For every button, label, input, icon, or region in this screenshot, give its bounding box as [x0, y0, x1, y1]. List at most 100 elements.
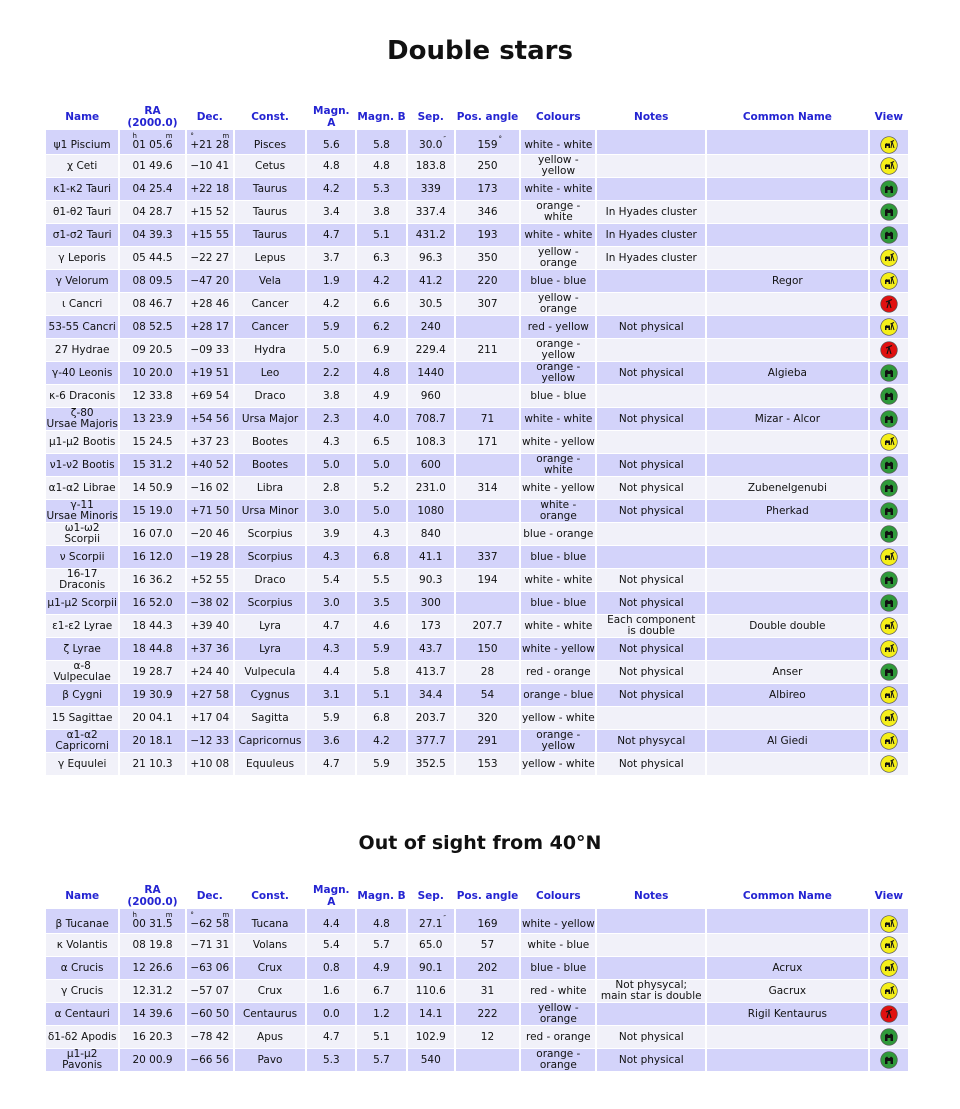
- cell-colours: white - blue: [521, 934, 596, 956]
- binoculars-icon[interactable]: [880, 571, 898, 589]
- binoculars-telescope-icon[interactable]: [880, 548, 898, 566]
- binoculars-icon[interactable]: [880, 525, 898, 543]
- table-row: μ1-μ2 Scorpii 16 52.0 −38 02 Scorpius 3.0 3.5…: [46, 592, 908, 614]
- cell-separation: 431.2: [407, 224, 454, 246]
- cell-view[interactable]: [869, 431, 908, 453]
- cell-constellation: Lepus: [234, 247, 306, 269]
- cell-view[interactable]: [869, 753, 908, 775]
- cell-separation: 14.1: [407, 1003, 454, 1025]
- cell-name: 16-17 Draconis: [46, 569, 119, 591]
- cell-view[interactable]: [869, 957, 908, 979]
- binoculars-icon[interactable]: [880, 180, 898, 198]
- binoculars-telescope-icon[interactable]: [880, 249, 898, 267]
- cell-view[interactable]: [869, 130, 908, 154]
- cell-notes: Not physical: [597, 661, 705, 683]
- cell-view[interactable]: [869, 293, 908, 315]
- cell-view[interactable]: [869, 270, 908, 292]
- cell-view[interactable]: [869, 477, 908, 499]
- cell-common-name: [706, 247, 868, 269]
- binoculars-icon[interactable]: [880, 663, 898, 681]
- cell-magnitude-a: 2.2: [307, 362, 356, 384]
- cell-view[interactable]: [869, 638, 908, 660]
- telescope-icon[interactable]: [880, 341, 898, 359]
- binoculars-telescope-icon[interactable]: [880, 709, 898, 727]
- binoculars-telescope-icon[interactable]: [880, 915, 898, 933]
- cell-view[interactable]: [869, 362, 908, 384]
- binoculars-telescope-icon[interactable]: [880, 640, 898, 658]
- cell-view[interactable]: [869, 178, 908, 200]
- cell-view[interactable]: [869, 408, 908, 430]
- cell-view[interactable]: [869, 201, 908, 223]
- cell-position-angle: 193: [455, 224, 520, 246]
- cell-view[interactable]: [869, 339, 908, 361]
- cell-notes: [597, 270, 705, 292]
- cell-view[interactable]: [869, 909, 908, 933]
- cell-dec: +40 52: [186, 454, 233, 476]
- cell-view[interactable]: [869, 500, 908, 522]
- cell-separation: 1440: [407, 362, 454, 384]
- cell-view[interactable]: [869, 546, 908, 568]
- column-header-name: Name: [65, 890, 100, 902]
- binoculars-icon[interactable]: [880, 387, 898, 405]
- binoculars-telescope-icon[interactable]: [880, 959, 898, 977]
- binoculars-icon[interactable]: [880, 502, 898, 520]
- cell-view[interactable]: [869, 155, 908, 177]
- cell-view[interactable]: [869, 569, 908, 591]
- telescope-icon[interactable]: [880, 295, 898, 313]
- cell-constellation: Cetus: [234, 155, 306, 177]
- cell-view[interactable]: [869, 592, 908, 614]
- binoculars-telescope-icon[interactable]: [880, 318, 898, 336]
- cell-separation: 41.1: [407, 546, 454, 568]
- column-header-notes: Notes: [634, 890, 669, 902]
- cell-view[interactable]: [869, 1003, 908, 1025]
- cell-view[interactable]: [869, 316, 908, 338]
- cell-view[interactable]: [869, 980, 908, 1002]
- binoculars-telescope-icon[interactable]: [880, 157, 898, 175]
- binoculars-icon[interactable]: [880, 1051, 898, 1069]
- cell-view[interactable]: [869, 684, 908, 706]
- binoculars-telescope-icon[interactable]: [880, 617, 898, 635]
- cell-view[interactable]: [869, 523, 908, 545]
- telescope-icon[interactable]: [880, 1005, 898, 1023]
- binoculars-telescope-icon[interactable]: [880, 732, 898, 750]
- cell-colours: orange - orange: [521, 1049, 596, 1071]
- binoculars-icon[interactable]: [880, 1028, 898, 1046]
- binoculars-icon[interactable]: [880, 456, 898, 474]
- cell-position-angle: 346: [455, 201, 520, 223]
- binoculars-telescope-icon[interactable]: [880, 433, 898, 451]
- cell-dec: −22 27: [186, 247, 233, 269]
- cell-constellation: Draco: [234, 385, 306, 407]
- binoculars-telescope-icon[interactable]: [880, 272, 898, 290]
- cell-magnitude-a: 4.8: [307, 155, 356, 177]
- binoculars-icon[interactable]: [880, 594, 898, 612]
- binoculars-icon[interactable]: [880, 226, 898, 244]
- binoculars-telescope-icon[interactable]: [880, 982, 898, 1000]
- unit-mark: m: [222, 910, 230, 919]
- binoculars-telescope-icon[interactable]: [880, 686, 898, 704]
- binoculars-icon[interactable]: [880, 410, 898, 428]
- binoculars-telescope-icon[interactable]: [880, 936, 898, 954]
- cell-view[interactable]: [869, 730, 908, 752]
- binoculars-icon[interactable]: [880, 479, 898, 497]
- unit-mark: h: [132, 131, 137, 140]
- cell-magnitude-a: 3.0: [307, 500, 356, 522]
- binoculars-icon[interactable]: [880, 364, 898, 382]
- cell-view[interactable]: [869, 707, 908, 729]
- binoculars-icon[interactable]: [880, 203, 898, 221]
- cell-ra: 18 44.8: [120, 638, 185, 660]
- cell-view[interactable]: [869, 224, 908, 246]
- binoculars-telescope-icon[interactable]: [880, 755, 898, 773]
- cell-view[interactable]: [869, 385, 908, 407]
- cell-view[interactable]: [869, 1049, 908, 1071]
- cell-magnitude-b: 3.8: [357, 201, 406, 223]
- binoculars-telescope-icon[interactable]: [880, 136, 898, 154]
- cell-separation: 203.7: [407, 707, 454, 729]
- cell-view[interactable]: [869, 1026, 908, 1048]
- cell-view[interactable]: [869, 454, 908, 476]
- cell-view[interactable]: [869, 247, 908, 269]
- cell-view[interactable]: [869, 661, 908, 683]
- cell-view[interactable]: [869, 934, 908, 956]
- cell-view[interactable]: [869, 615, 908, 637]
- cell-position-angle: [455, 523, 520, 545]
- cell-name: 27 Hydrae: [46, 339, 119, 361]
